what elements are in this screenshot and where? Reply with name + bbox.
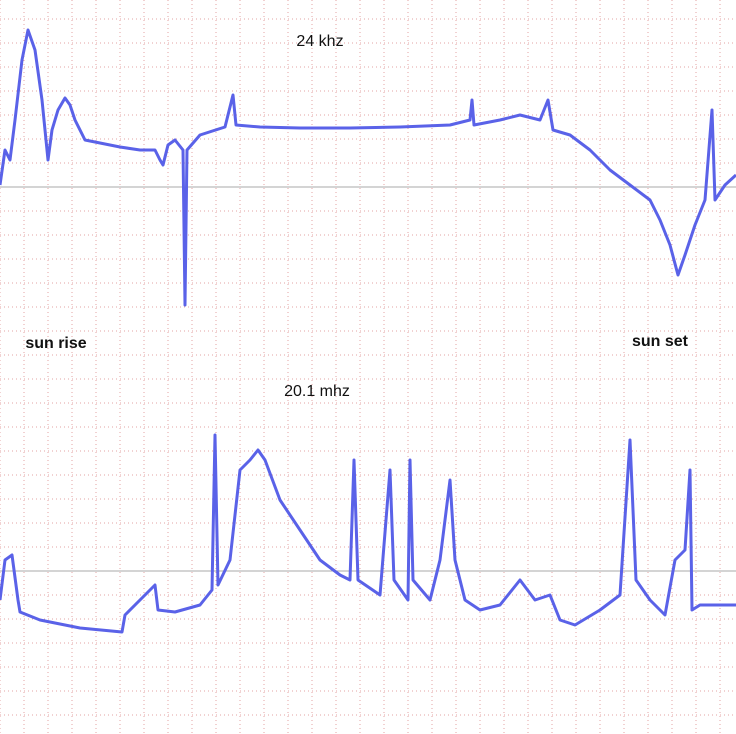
series-label: 20.1 mhz — [284, 383, 350, 400]
trace-line — [0, 433, 736, 634]
traces — [0, 28, 736, 634]
trace-line — [0, 28, 736, 307]
series-label: 24 khz — [296, 33, 343, 50]
annotation: sun rise — [25, 335, 86, 352]
annotation: sun set — [632, 333, 689, 350]
